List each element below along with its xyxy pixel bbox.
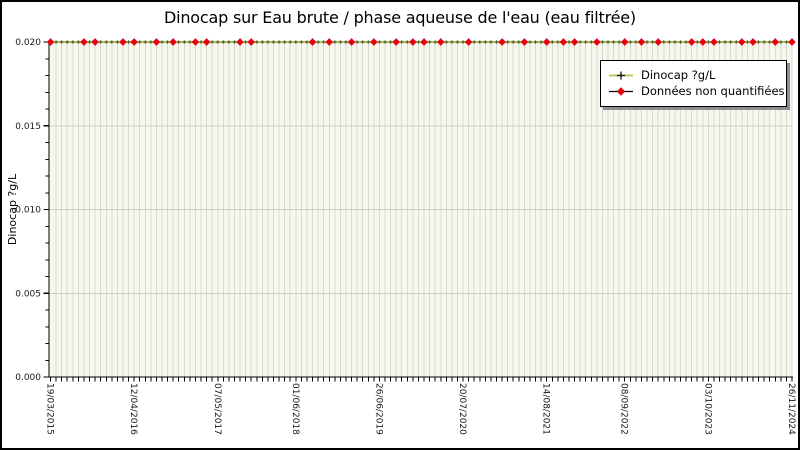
nonquantified-diamond <box>169 38 177 46</box>
horizontal-gridlines <box>49 125 792 294</box>
nonquantified-diamond <box>498 38 506 46</box>
legend: Dinocap ?g/L Données non quantifiées <box>600 60 787 107</box>
nonquantified-diamond <box>409 38 417 46</box>
line-diamond-marker-icon <box>609 87 633 96</box>
y-tick-label: 0.015 <box>15 122 41 132</box>
x-axis-ticks <box>50 377 793 382</box>
x-tick-label: 07/05/2017 <box>212 383 222 435</box>
nonquantified-diamond <box>559 38 568 46</box>
nonquantified-diamond <box>570 38 579 46</box>
nonquantified-markers <box>46 38 796 46</box>
nonquantified-diamond <box>738 38 746 46</box>
legend-entry-series: Dinocap ?g/L <box>608 68 786 82</box>
x-tick-label: 26/11/2024 <box>786 383 796 435</box>
nonquantified-diamond <box>687 38 696 46</box>
nonquantified-diamond <box>247 38 255 46</box>
nonquantified-diamond <box>80 38 88 46</box>
x-tick-label: 08/09/2022 <box>619 383 629 435</box>
nonquantified-diamond <box>593 38 601 46</box>
nonquantified-diamond <box>392 38 400 46</box>
nonquantified-diamond <box>788 38 796 46</box>
x-tick-label: 12/04/2016 <box>128 383 138 435</box>
y-tick-label: 0.005 <box>15 289 41 299</box>
x-tick-label: 20/07/2020 <box>457 383 467 435</box>
nonquantified-diamond <box>347 38 356 46</box>
nonquantified-diamond <box>191 38 200 46</box>
x-tick-label: 01/06/2018 <box>290 383 300 435</box>
nonquantified-diamond <box>437 38 445 46</box>
y-axis-title: Dinocap ?g/L <box>6 173 19 245</box>
legend-label-series: Dinocap ?g/L <box>641 68 716 82</box>
y-axis-title: Dinocap ?g/L <box>6 173 19 245</box>
x-tick-label: 26/06/2019 <box>373 383 383 435</box>
y-tick-label: 0.020 <box>15 38 41 48</box>
x-tick-label: 14/08/2021 <box>541 383 551 435</box>
line-plus-marker-icon <box>609 71 633 80</box>
nonquantified-diamond <box>699 38 707 46</box>
x-tick-label: 19/03/2015 <box>45 383 55 435</box>
nonquantified-diamond <box>119 38 127 46</box>
nonquantified-diamond <box>464 38 473 46</box>
y-axis-ticks: 0.000 0.005 0.010 0.015 0.020 <box>15 38 49 383</box>
nonquantified-diamond <box>308 38 317 46</box>
nonquantified-diamond <box>152 38 161 46</box>
x-tick-label: 03/10/2023 <box>702 383 712 435</box>
y-tick-label: 0.010 <box>15 206 41 216</box>
nonquantified-diamond <box>542 38 551 46</box>
y-tick-label: 0.000 <box>15 373 41 383</box>
nonquantified-diamond <box>325 38 333 46</box>
chart-title: Dinocap sur Eau brute / phase aqueuse de… <box>164 8 636 27</box>
nonquantified-diamond <box>710 38 718 46</box>
nonquantified-diamond <box>771 38 779 46</box>
nonquantified-diamond <box>654 38 662 46</box>
nonquantified-diamond <box>370 38 378 46</box>
nonquantified-diamond <box>420 38 428 46</box>
nonquantified-diamond <box>236 38 244 46</box>
nonquantified-diamond <box>91 38 99 46</box>
x-tick-labels: 19/03/2015 12/04/2016 07/05/2017 01/06/2018… <box>45 383 797 435</box>
nonquantified-diamond <box>202 38 211 46</box>
nonquantified-diamond <box>621 38 629 46</box>
legend-entry-nonquantified: Données non quantifiées <box>608 83 786 98</box>
nonquantified-diamond <box>749 38 757 46</box>
legend-label-nonquantified: Données non quantifiées <box>641 83 785 98</box>
nonquantified-diamond <box>637 38 646 46</box>
nonquantified-diamond <box>46 38 55 46</box>
nonquantified-diamond <box>520 38 529 46</box>
nonquantified-diamond <box>130 38 138 46</box>
